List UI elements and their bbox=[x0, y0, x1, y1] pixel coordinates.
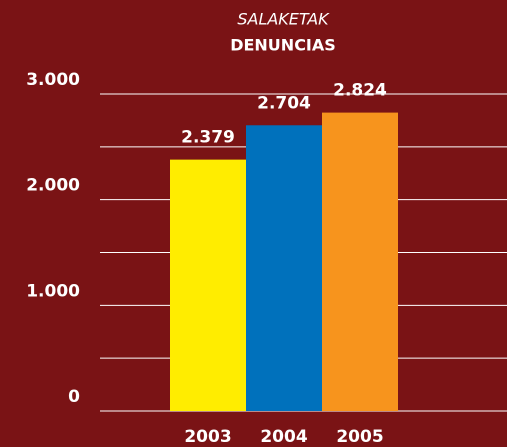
y-tick-label: 2.000 bbox=[26, 176, 80, 196]
bar bbox=[322, 112, 398, 411]
x-tick-label: 2003 bbox=[184, 427, 231, 447]
chart-title: SALAKETAK bbox=[237, 10, 330, 29]
bar bbox=[170, 159, 246, 411]
value-label: 2.824 bbox=[333, 81, 387, 101]
x-tick-label: 2004 bbox=[260, 427, 307, 447]
value-label: 2.379 bbox=[181, 128, 235, 148]
y-tick-label: 3.000 bbox=[26, 70, 80, 90]
chart-subtitle: DENUNCIAS bbox=[230, 36, 336, 55]
x-tick-label: 2005 bbox=[336, 427, 383, 447]
y-tick-label: 0 bbox=[68, 387, 80, 407]
value-label: 2.704 bbox=[257, 93, 311, 113]
y-tick-label: 1.000 bbox=[26, 281, 80, 301]
bar bbox=[246, 125, 322, 411]
